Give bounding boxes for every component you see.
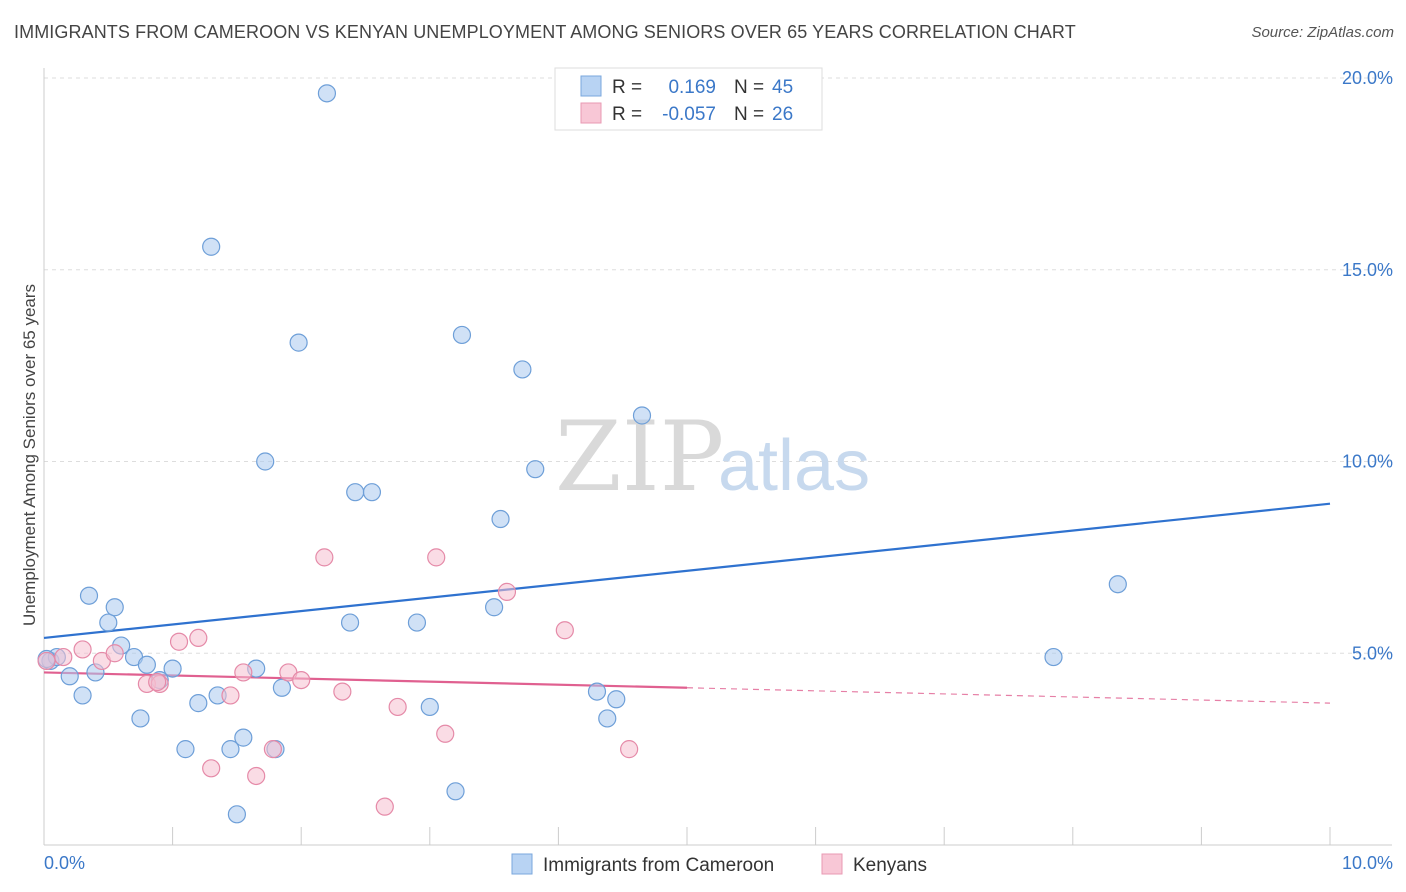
point-cameroon [420, 697, 439, 717]
point-kenyans [54, 647, 73, 667]
point-cameroon [607, 690, 626, 709]
point-cameroon [137, 655, 156, 674]
chart-title: IMMIGRANTS FROM CAMEROON VS KENYAN UNEMP… [14, 22, 1076, 42]
point-cameroon [105, 598, 124, 617]
point-kenyans [333, 682, 352, 701]
legend: R = 0.169 N = 45 R = -0.057 N = 26 [554, 67, 823, 131]
point-cameroon [131, 709, 150, 728]
point-cameroon [598, 709, 617, 728]
x-tick-labels: 0.0% 10.0% [44, 853, 1393, 873]
axes [43, 68, 1392, 846]
point-kenyans [221, 686, 240, 705]
point-kenyans [105, 644, 124, 663]
point-kenyans [620, 740, 639, 759]
point-kenyans [169, 632, 189, 651]
point-kenyans [37, 651, 56, 671]
trend-line-kenyans [43, 671, 688, 689]
x-tick-label: 0.0% [44, 853, 85, 873]
point-cameroon [176, 740, 195, 759]
bottom-legend-swatch-cameroon [511, 853, 533, 875]
point-cameroon [73, 686, 92, 705]
trend-lines [43, 502, 1331, 704]
point-cameroon [99, 613, 118, 632]
point-kenyans [148, 672, 167, 692]
point-cameroon [60, 667, 79, 686]
point-kenyans [292, 670, 311, 690]
point-kenyans [375, 797, 394, 816]
point-cameroon [362, 483, 382, 502]
point-kenyans [497, 582, 517, 601]
legend-swatch-kenyans [580, 102, 602, 124]
point-kenyans [427, 548, 446, 567]
legend-r-value-1: 0.169 [668, 77, 716, 98]
point-cameroon [632, 406, 652, 425]
legend-n-label-2: N = [734, 104, 764, 125]
point-cameroon [289, 333, 308, 352]
point-kenyans [263, 740, 283, 759]
point-kenyans [202, 759, 221, 778]
y-tick-label: 10.0% [1342, 452, 1393, 472]
point-kenyans [436, 724, 455, 743]
point-cameroon [227, 805, 246, 824]
point-cameroon [272, 678, 292, 697]
watermark-atlas: atlas [718, 426, 870, 506]
point-cameroon [446, 782, 465, 801]
point-kenyans [555, 621, 574, 640]
legend-r-value-2: -0.057 [662, 104, 716, 125]
legend-n-value-1: 45 [772, 77, 793, 98]
legend-r-label-1: R = [612, 77, 642, 98]
point-kenyans [73, 640, 92, 659]
point-cameroon [202, 237, 221, 256]
point-cameroon [587, 682, 607, 701]
source-label: Source: ZipAtlas.com [1251, 24, 1394, 41]
point-cameroon [452, 325, 472, 345]
point-cameroon [189, 694, 208, 713]
bottom-legend: Immigrants from Cameroon Kenyans [511, 853, 927, 876]
y-tick-labels: 5.0% 10.0% 15.0% 20.0% [1342, 68, 1393, 663]
data-points [37, 84, 1127, 824]
point-cameroon [163, 659, 182, 678]
legend-r-label-2: R = [612, 104, 642, 125]
point-cameroon [346, 483, 365, 502]
point-kenyans [315, 548, 334, 567]
point-cameroon [485, 598, 504, 617]
point-cameroon [1108, 575, 1127, 594]
point-cameroon [340, 613, 360, 632]
point-cameroon [234, 728, 253, 747]
point-cameroon [221, 740, 240, 759]
point-kenyans [189, 628, 208, 648]
point-cameroon [1044, 647, 1063, 667]
legend-swatch-cameroon [580, 75, 602, 97]
legend-n-label-1: N = [734, 77, 764, 98]
bottom-legend-cameroon: Immigrants from Cameroon [543, 855, 774, 876]
y-axis-label: Unemployment Among Seniors over 65 years [20, 284, 39, 626]
point-cameroon [513, 360, 532, 379]
trend-line-extension-kenyans [686, 687, 1331, 704]
point-cameroon [317, 84, 337, 103]
point-cameroon [256, 452, 275, 471]
trend-line-cameroon [43, 502, 1331, 640]
y-tick-label: 20.0% [1342, 68, 1393, 88]
point-cameroon [407, 613, 427, 632]
point-cameroon [79, 586, 99, 605]
point-kenyans [247, 766, 266, 786]
x-tick-label: 10.0% [1342, 853, 1393, 873]
point-cameroon [491, 509, 510, 529]
y-tick-label: 5.0% [1352, 643, 1393, 663]
y-tick-label: 15.0% [1342, 260, 1393, 280]
bottom-legend-kenyans: Kenyans [853, 855, 927, 876]
point-kenyans [388, 697, 407, 717]
point-cameroon [526, 460, 545, 479]
bottom-legend-swatch-kenyans [821, 853, 843, 875]
legend-n-value-2: 26 [772, 104, 793, 125]
point-kenyans [234, 663, 253, 682]
